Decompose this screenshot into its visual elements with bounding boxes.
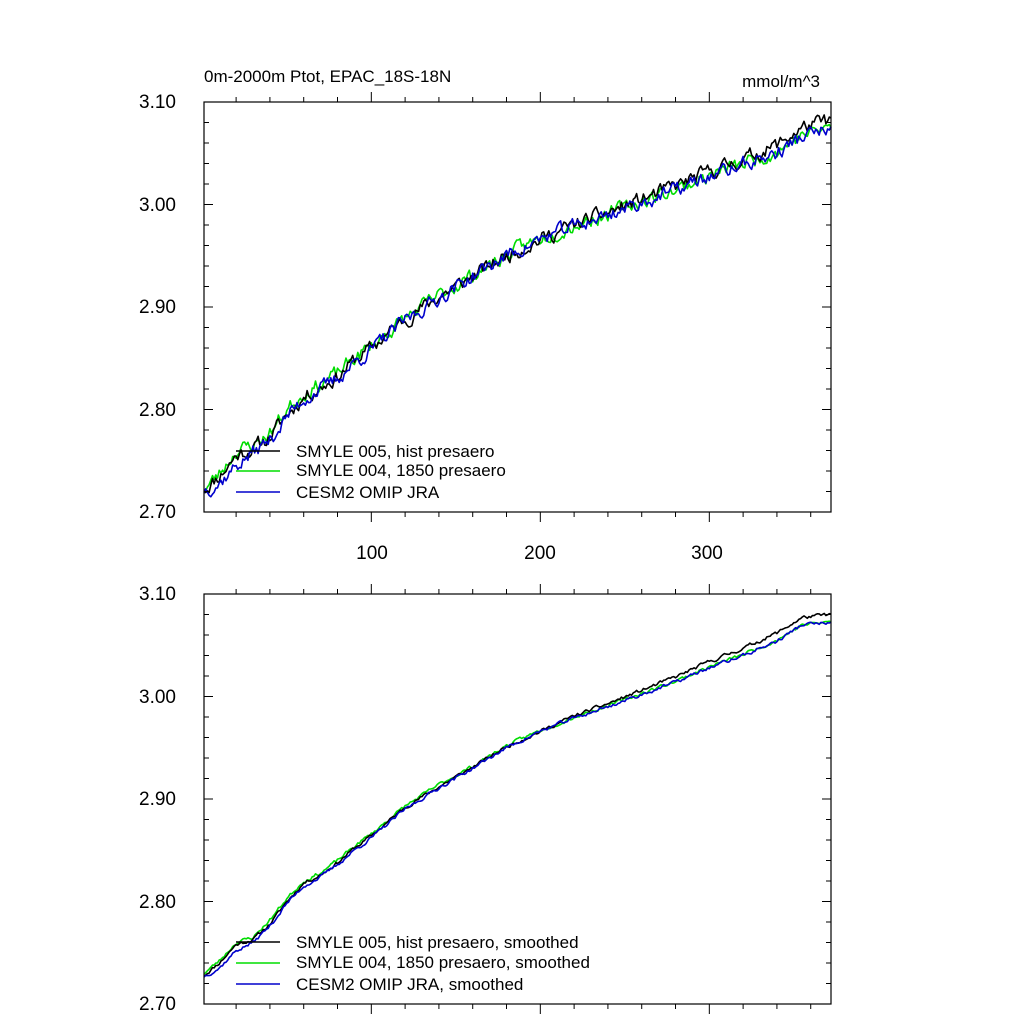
legend-label: CESM2 OMIP JRA, smoothed bbox=[296, 975, 523, 994]
series-line bbox=[203, 621, 832, 978]
series-line bbox=[203, 612, 832, 977]
panel-title: 0m-2000m Ptot, EPAC_18S-18N bbox=[204, 67, 451, 86]
legend-label: SMYLE 004, 1850 presaero, smoothed bbox=[296, 953, 590, 972]
y-tick-labels: 2.70 2.80 2.90 3.00 3.10 bbox=[139, 92, 176, 523]
y-tick-label: 3.00 bbox=[139, 195, 176, 216]
series-line bbox=[203, 114, 832, 494]
y-tick-label: 3.10 bbox=[139, 92, 176, 113]
legend-label: SMYLE 004, 1850 presaero bbox=[296, 461, 506, 480]
y-tick-label: 2.90 bbox=[139, 297, 176, 318]
units-label: mmol/m^3 bbox=[742, 72, 820, 91]
y-tick-label: 3.00 bbox=[139, 687, 176, 708]
y-tick-label: 2.90 bbox=[139, 789, 176, 810]
x-tick-labels: 100 200 300 bbox=[356, 543, 723, 564]
legend-label: SMYLE 005, hist presaero, smoothed bbox=[296, 933, 579, 952]
tick-layer bbox=[204, 92, 831, 522]
y-tick-label: 3.10 bbox=[139, 584, 176, 605]
y-tick-label: 2.80 bbox=[139, 892, 176, 913]
y-tick-label: 2.70 bbox=[139, 994, 176, 1015]
legend: SMYLE 005, hist presaero, smoothed SMYLE… bbox=[236, 933, 590, 994]
x-tick-label: 100 bbox=[356, 543, 388, 564]
tick-layer bbox=[204, 584, 831, 1014]
legend-label: SMYLE 005, hist presaero bbox=[296, 442, 494, 461]
series-line bbox=[203, 620, 832, 975]
series-line bbox=[203, 126, 832, 498]
y-tick-labels: 2.70 2.80 2.90 3.00 3.10 bbox=[139, 584, 176, 1015]
series-layer bbox=[203, 114, 832, 498]
top-panel: 0m-2000m Ptot, EPAC_18S-18N mmol/m^3 2.7… bbox=[139, 67, 832, 564]
legend-label: CESM2 OMIP JRA bbox=[296, 483, 440, 502]
series-layer bbox=[203, 612, 832, 978]
x-tick-label: 200 bbox=[524, 543, 556, 564]
y-tick-label: 2.70 bbox=[139, 502, 176, 523]
legend: SMYLE 005, hist presaero SMYLE 004, 1850… bbox=[236, 442, 506, 502]
y-tick-label: 2.80 bbox=[139, 400, 176, 421]
x-tick-label: 300 bbox=[691, 543, 723, 564]
bottom-panel: 2.70 2.80 2.90 3.00 3.10 SMYLE 005, hist… bbox=[139, 584, 832, 1015]
series-line bbox=[203, 123, 832, 494]
